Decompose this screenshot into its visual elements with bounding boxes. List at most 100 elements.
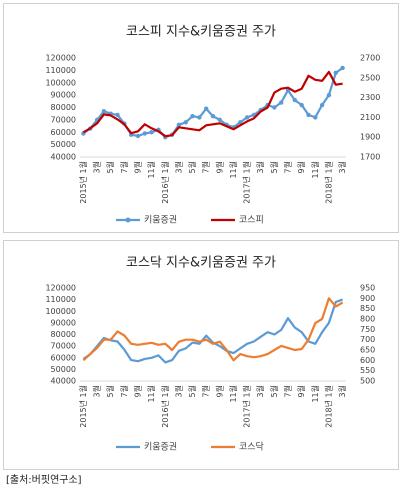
- marker: [279, 100, 284, 105]
- y-tick-label: 40000: [51, 377, 76, 386]
- y-tick-label: 90000: [51, 91, 76, 100]
- y-tick-label: 50000: [51, 140, 76, 149]
- y2-tick-label: 2100: [360, 113, 380, 122]
- x-tick-label: 3월: [173, 161, 183, 173]
- series-line: [82, 70, 343, 138]
- x-tick-label: 2018년 1월: [323, 385, 333, 428]
- x-tick-label: 7월: [119, 161, 129, 173]
- y2-tick-label: 750: [360, 325, 375, 334]
- x-tick-label: 7월: [119, 385, 129, 397]
- x-tick-label: 2017년 1월: [242, 161, 252, 204]
- x-tick-label: 3월: [92, 385, 102, 397]
- y2-tick-label: 800: [360, 315, 375, 324]
- chart-title: 코스닥 지수&키움증권 주가: [126, 256, 276, 271]
- x-tick-label: 2016년 1월: [160, 385, 170, 428]
- x-tick-label: 3월: [337, 161, 347, 173]
- y2-tick-label: 1700: [360, 153, 380, 162]
- marker: [319, 102, 325, 108]
- y2-tick-label: 900: [360, 294, 375, 303]
- x-tick-label: 3월: [337, 385, 347, 397]
- y-tick-label: 90000: [51, 318, 76, 327]
- y-tick-label: 100000: [45, 307, 76, 316]
- source: [출처:버핏연구소]: [6, 474, 82, 486]
- x-tick-label: 9월: [296, 385, 306, 397]
- x-tick-label: 2015년 1월: [78, 385, 88, 428]
- marker: [210, 113, 216, 119]
- y-tick-label: 70000: [51, 342, 76, 351]
- legend-label: 코스피: [239, 215, 264, 226]
- x-tick-label: 5월: [187, 385, 197, 397]
- marker: [197, 115, 202, 120]
- marker: [183, 120, 188, 125]
- y-tick-label: 110000: [45, 295, 76, 304]
- x-tick-label: 5월: [269, 385, 279, 397]
- x-tick-label: 9월: [214, 385, 224, 397]
- marker: [176, 122, 182, 128]
- legend-label: 코스닥: [239, 442, 264, 453]
- marker: [313, 115, 318, 120]
- marker: [326, 92, 332, 98]
- y2-tick-label: 850: [360, 304, 375, 313]
- y-tick-label: 70000: [51, 115, 76, 124]
- x-tick-label: 9월: [214, 161, 224, 173]
- marker: [272, 105, 277, 110]
- y-tick-label: 60000: [51, 128, 76, 137]
- x-tick-label: 5월: [105, 161, 115, 173]
- marker: [142, 131, 147, 136]
- marker: [135, 133, 141, 139]
- x-tick-label: 9월: [132, 161, 142, 173]
- x-tick-label: 7월: [201, 161, 211, 173]
- x-tick-label: 3월: [255, 161, 265, 173]
- x-tick-label: 5월: [187, 161, 197, 173]
- marker: [101, 109, 107, 114]
- x-tick-label: 7월: [283, 385, 293, 397]
- x-tick-label: 5월: [269, 161, 279, 173]
- x-tick-label: 11월: [228, 161, 238, 179]
- y2-tick-label: 600: [360, 356, 375, 365]
- legend-label: 키움증권: [144, 441, 177, 453]
- y2-tick-label: 650: [360, 346, 375, 355]
- marker: [299, 102, 304, 108]
- y2-tick-label: 550: [360, 366, 375, 375]
- y-tick-label: 80000: [51, 103, 76, 112]
- marker: [292, 97, 298, 103]
- x-tick-label: 3월: [92, 161, 102, 173]
- marker: [190, 113, 195, 119]
- y2-tick-label: 2700: [360, 54, 380, 63]
- series-line: [82, 297, 344, 362]
- marker: [244, 115, 250, 120]
- y-tick-label: 100000: [45, 78, 76, 87]
- y2-tick-label: 500: [360, 377, 375, 386]
- chart-frame: [3, 240, 399, 470]
- marker: [340, 65, 345, 71]
- x-tick-label: 7월: [201, 385, 211, 397]
- y-tick-label: 80000: [51, 330, 76, 339]
- chart-title: 코스피 지수&키움증권 주가: [126, 25, 276, 40]
- y-tick-label: 60000: [51, 353, 76, 362]
- x-tick-label: 2018년 1월: [323, 161, 333, 204]
- legend-marker: [125, 217, 131, 223]
- y-tick-label: 40000: [51, 153, 76, 162]
- marker: [217, 117, 223, 123]
- y2-tick-label: 700: [360, 335, 375, 344]
- x-tick-label: 11월: [310, 161, 320, 179]
- y-tick-label: 120000: [45, 54, 76, 63]
- x-tick-label: 2015년 1월: [78, 161, 88, 204]
- x-tick-label: 9월: [296, 161, 306, 173]
- y-tick-label: 50000: [51, 365, 76, 374]
- marker: [203, 106, 209, 111]
- x-tick-label: 11월: [310, 385, 320, 403]
- x-tick-label: 11월: [146, 161, 156, 179]
- legend-label: 키움증권: [144, 214, 177, 226]
- y-tick-label: 110000: [45, 66, 76, 75]
- x-tick-label: 11월: [146, 385, 156, 403]
- y-tick-label: 120000: [45, 284, 76, 293]
- y2-tick-label: 2500: [360, 73, 380, 82]
- x-tick-label: 5월: [105, 385, 115, 397]
- x-tick-label: 2016년 1월: [160, 161, 170, 204]
- x-tick-label: 9월: [132, 385, 142, 397]
- x-tick-label: 3월: [255, 385, 265, 397]
- marker: [306, 112, 311, 118]
- marker: [149, 130, 154, 135]
